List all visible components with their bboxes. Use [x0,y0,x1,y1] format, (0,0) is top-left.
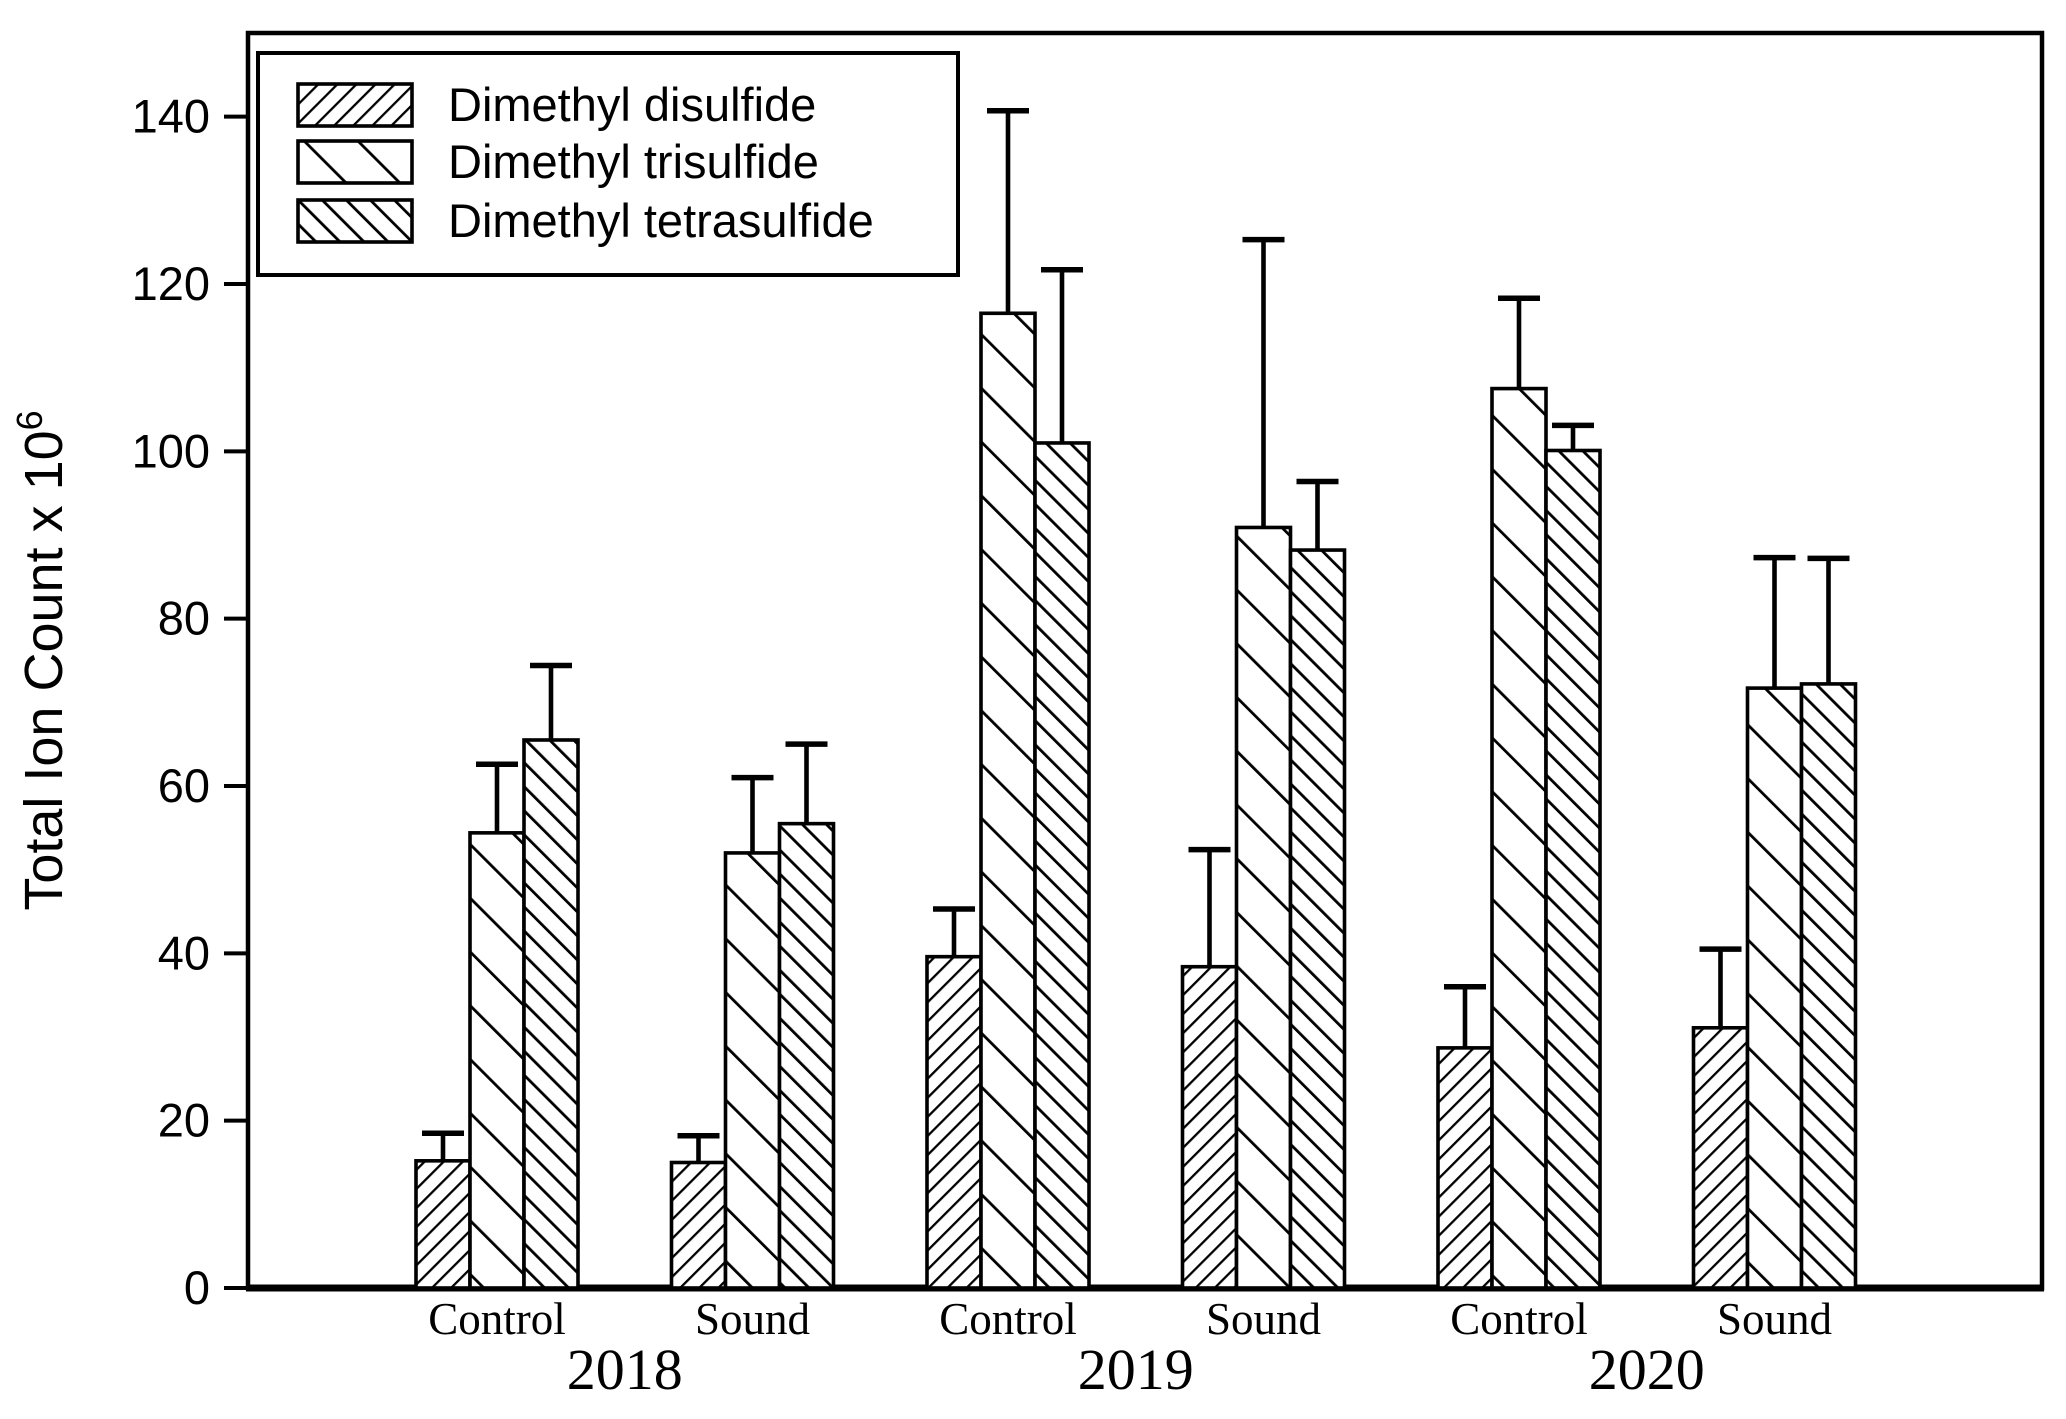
treatment-label: Control [939,1294,1077,1344]
bar-dimethyl-disulfide [1691,1025,1750,1290]
legend-swatch-diagonal-forward-thin [296,82,414,128]
bar-dimethyl-trisulfide [1234,525,1293,1290]
treatment-label: Sound [695,1294,810,1344]
x-axis-labels: Control Sound Control Sound Control Sound2018… [428,1294,1832,1402]
bar-dimethyl-trisulfide [1490,386,1548,1290]
bar-dimethyl-disulfide [925,954,983,1290]
y-tick-label: 0 [184,1261,210,1314]
y-tick-label: 80 [158,592,210,645]
y-axis-title: Total Ion Count x 106 [9,410,74,910]
bar-dimethyl-disulfide [414,1159,472,1290]
bar-dimethyl-trisulfide [979,311,1037,1290]
year-label: 2019 [1078,1337,1194,1402]
treatment-label: Control [428,1294,566,1344]
bar-dimethyl-tetrasulfide [1799,682,1858,1290]
bar-dimethyl-tetrasulfide [1033,441,1091,1290]
legend-swatch-diagonal-back-dense [296,198,414,244]
bar-dimethyl-tetrasulfide [1544,448,1602,1290]
legend-label: Dimethyl trisulfide [448,135,819,188]
y-tick-label: 40 [158,926,210,979]
y-tick-label: 120 [132,257,210,310]
bar-dimethyl-disulfide [669,1160,728,1290]
y-tick-label: 60 [158,759,210,812]
legend-label: Dimethyl disulfide [448,78,816,131]
treatment-label: Sound [1717,1294,1832,1344]
bar-dimethyl-trisulfide [723,851,782,1290]
bar-dimethyl-tetrasulfide [777,821,836,1290]
treatment-label: Control [1450,1294,1588,1344]
legend-label: Dimethyl tetrasulfide [448,194,874,247]
legend-swatch-diagonal-back-wide [296,139,414,185]
bar-dimethyl-tetrasulfide [1288,548,1347,1290]
y-axis-ticks: 0 20 40 60 80 100 120 140 [132,90,248,1314]
y-tick-label: 140 [132,90,210,143]
bar-dimethyl-tetrasulfide [522,738,580,1290]
bar-dimethyl-disulfide [1436,1046,1494,1290]
bar-dimethyl-trisulfide [468,831,526,1290]
y-tick-label: 100 [132,424,210,477]
bar-dimethyl-disulfide [1180,964,1239,1290]
bars-group [414,108,1858,1290]
treatment-label: Sound [1206,1294,1321,1344]
bar-dimethyl-trisulfide [1745,686,1804,1290]
year-label: 2018 [567,1337,683,1402]
y-tick-label: 20 [158,1094,210,1147]
year-label: 2020 [1589,1337,1705,1402]
